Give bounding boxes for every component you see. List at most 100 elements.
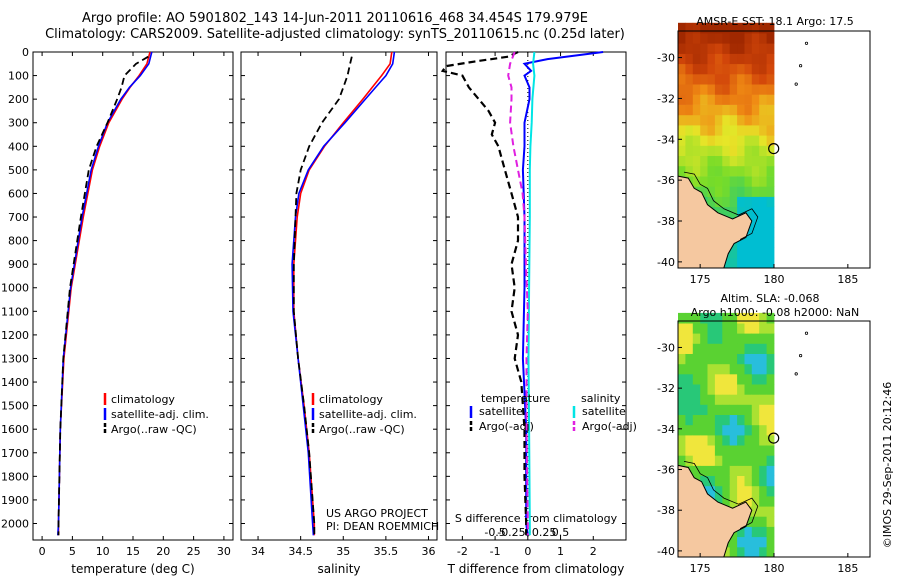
sla-map-cell — [692, 414, 701, 426]
sla-map-cell — [751, 465, 760, 476]
sst-map-cell — [700, 63, 708, 75]
sla-map-cell — [759, 485, 767, 497]
depth-tick-label: 600 — [8, 187, 29, 200]
sla-map-cell — [744, 455, 753, 466]
sst-map-cell — [722, 125, 731, 136]
sst-map-cell — [692, 176, 701, 187]
salinity-xtick-label: 35 — [336, 545, 350, 558]
difference-legend-heading: salinity — [581, 392, 621, 405]
sla-map-cell — [729, 414, 738, 426]
sst-map-cell — [729, 247, 738, 259]
sla-map-cell — [759, 546, 767, 558]
sla-map-cell — [707, 343, 716, 354]
sst-map-cell — [707, 135, 716, 146]
sla-map-cell — [685, 434, 694, 446]
sla-map-cell — [692, 363, 701, 375]
sst-map-cell — [722, 22, 731, 34]
sla-map-cell — [722, 445, 731, 456]
sst-map-cell — [707, 84, 716, 95]
sst-map-cell — [692, 43, 701, 54]
difference-x2tick-label: -0.5 — [484, 526, 505, 539]
sla-map-cell — [751, 373, 760, 385]
sst-map-cell — [707, 22, 716, 34]
figure-title-line1: Argo profile: AO 5901802_143 14-Jun-2011… — [82, 11, 588, 26]
sla-map-cell — [685, 384, 694, 395]
depth-tick-label: 900 — [8, 258, 29, 271]
sst-map-cell — [729, 186, 738, 197]
depth-tick-label: 400 — [8, 140, 29, 153]
sst-map-cell — [751, 145, 760, 156]
sla-map-cell — [722, 546, 731, 558]
sst-map-cell — [744, 176, 753, 187]
sst-map-cell — [685, 33, 694, 44]
sst-map-ytick-label: -40 — [657, 256, 675, 269]
sst-map-xtick-label: 185 — [837, 273, 858, 286]
sla-map-cell — [751, 414, 760, 426]
salinity-series-argo-raw-qc- — [292, 56, 353, 536]
sla-map-cell — [766, 475, 775, 487]
sla-map-cell — [759, 536, 767, 548]
sla-map-cell — [729, 475, 738, 487]
sla-map-ytick-label: -34 — [657, 423, 675, 436]
sla-map-cell — [700, 373, 708, 385]
sla-map-cell — [707, 323, 716, 334]
sst-map-cell — [729, 125, 738, 136]
temperature-series-climatology — [57, 51, 151, 536]
sla-map-cell — [729, 343, 738, 354]
sst-map-cell — [692, 53, 701, 65]
sla-map-cell — [707, 414, 716, 426]
sst-map-cell — [744, 186, 753, 197]
sst-map-cell — [729, 145, 738, 156]
sst-map-cell — [751, 33, 760, 44]
sla-map-cell — [678, 434, 686, 446]
sst-map-cell — [707, 125, 716, 136]
sla-map-cell — [729, 373, 738, 385]
sst-map-cell — [751, 125, 760, 136]
sst-map-cell — [729, 94, 738, 105]
sst-map-cell — [729, 84, 738, 95]
sla-map-cell — [722, 394, 731, 405]
sst-map-cell — [685, 94, 694, 105]
sst-map-cell — [766, 114, 775, 126]
sla-map-cell — [737, 485, 745, 497]
sla-map-cell — [714, 343, 723, 354]
sst-map-cell — [766, 237, 775, 248]
sst-map-cell — [737, 237, 745, 248]
salinity-annotation: US ARGO PROJECT — [326, 507, 428, 520]
sst-map-cell — [692, 135, 701, 146]
sst-map-cell — [707, 196, 716, 208]
sla-map-cell — [722, 434, 731, 446]
sst-map-cell — [722, 257, 731, 269]
sla-map-island — [794, 372, 798, 376]
sla-map-cell — [729, 323, 738, 334]
sla-map-cell — [685, 363, 694, 375]
sla-map-cell — [714, 485, 723, 497]
sst-map-ytick-label: -30 — [657, 52, 675, 65]
sla-map-cell — [751, 526, 760, 538]
sst-map-cell — [685, 125, 694, 136]
sla-map-cell — [737, 455, 745, 466]
sla-map-cell — [729, 455, 738, 466]
sst-map-cell — [759, 53, 767, 65]
sst-map-cell — [744, 43, 753, 54]
sst-map-land — [677, 175, 753, 269]
sst-map-cell — [692, 22, 701, 34]
sst-map-cell — [751, 114, 760, 126]
sla-map-cell — [766, 526, 775, 538]
sst-map-island — [794, 82, 798, 86]
sla-map-cell — [707, 363, 716, 375]
sst-map-cell — [678, 84, 686, 95]
sla-map-cell — [737, 465, 745, 476]
sla-map-cell — [751, 353, 760, 365]
sst-map-cell — [737, 135, 745, 146]
sla-map-cell — [707, 373, 716, 385]
sla-map-cell — [744, 516, 753, 527]
sst-map-cell — [766, 43, 775, 54]
sst-map-cell — [722, 135, 731, 146]
sla-map-cell — [700, 333, 708, 344]
difference-xtick-label: 0 — [524, 545, 531, 558]
sla-map-cell — [714, 323, 723, 334]
temperature-xtick-label: 0 — [39, 545, 46, 558]
sla-map-cell — [751, 445, 760, 456]
